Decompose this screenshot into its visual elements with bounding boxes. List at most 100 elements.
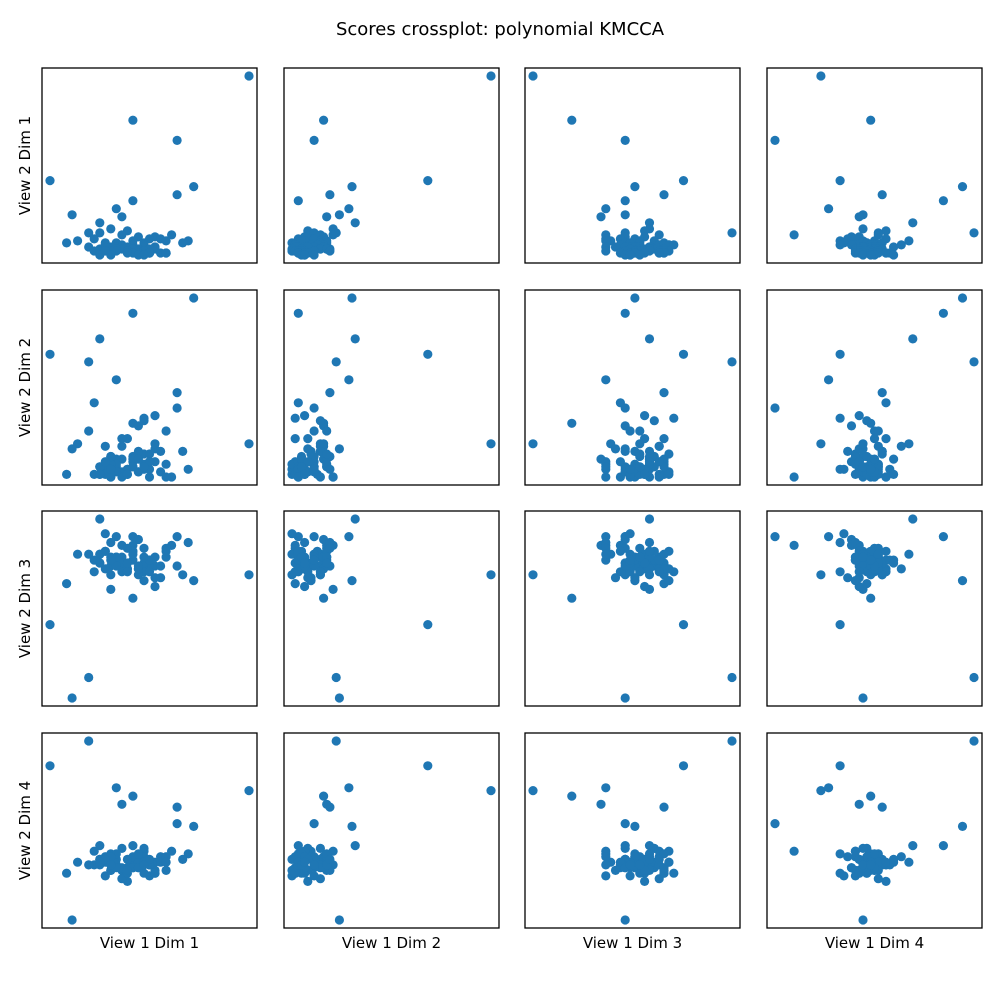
scatter-point [111, 532, 121, 542]
panel-frame [283, 732, 500, 929]
scatter-point [635, 426, 645, 436]
scatter-point [881, 398, 891, 408]
scatter-point [654, 567, 664, 577]
scatter-point [189, 821, 199, 832]
panel-frame [283, 510, 500, 707]
scatter-point [858, 693, 868, 703]
scatter-point [889, 558, 899, 568]
scatter-point [128, 791, 138, 801]
scatter-point [635, 860, 645, 870]
scatter-point [669, 413, 679, 423]
scatter-point [644, 546, 655, 556]
scatter-point [770, 532, 780, 542]
scatter-point [303, 434, 313, 444]
scatter-point [325, 464, 335, 474]
scatter-point [139, 543, 149, 553]
scatter-point [843, 446, 853, 456]
scatter-point [625, 860, 635, 870]
scatter-point [881, 472, 891, 482]
figure-title: Scores crossplot: polynomial KMCCA [336, 19, 665, 40]
scatter-panel [41, 67, 258, 264]
scatter-point [678, 176, 689, 186]
scatter-panel [283, 67, 500, 264]
scatter-point [122, 558, 132, 568]
scatter-point [67, 693, 77, 703]
scatter-point [659, 434, 669, 444]
scatter-point [328, 584, 338, 595]
scatter-point [334, 915, 344, 925]
scatter-panel [524, 732, 741, 929]
x-axis-label: View 1 Dim 2 [342, 934, 441, 952]
scatter-point [150, 581, 160, 592]
scatter-point [625, 529, 635, 539]
scatter-point [835, 849, 845, 859]
scatter-point [835, 761, 845, 771]
scatter-point [183, 464, 193, 474]
panel-frame [283, 289, 500, 486]
scatter-point [635, 439, 645, 449]
y-axis-label: View 2 Dim 2 [16, 338, 34, 437]
scatter-point [938, 532, 949, 542]
scatter-point [189, 576, 199, 586]
scatter-point [908, 218, 918, 228]
scatter-point [183, 537, 193, 548]
panel-frame [41, 67, 258, 264]
scatter-point [89, 234, 99, 244]
scatter-panel [766, 67, 983, 264]
scatter-point [644, 537, 655, 548]
scatter-point [620, 135, 630, 145]
scatter-point [325, 190, 335, 200]
scatter-point [322, 212, 332, 222]
scatter-panel [41, 289, 258, 486]
scatter-point [528, 439, 538, 449]
scatter-point [319, 439, 329, 449]
panel-frame [41, 732, 258, 929]
scatter-point [334, 444, 344, 454]
scatter-point [854, 567, 864, 577]
scatter-point [727, 357, 737, 367]
scatter-panel [283, 510, 500, 707]
panel-frame [524, 289, 741, 486]
scatter-point [139, 552, 149, 562]
scatter-point [625, 426, 635, 436]
scatter-point [635, 552, 645, 562]
panel-frame [41, 510, 258, 707]
scatter-point [635, 250, 645, 260]
scatter-point [172, 388, 182, 398]
scatter-point [344, 375, 354, 385]
scatter-point [854, 212, 864, 222]
scatter-point [315, 843, 325, 854]
scatter-point [95, 841, 105, 851]
scatter-point [869, 454, 880, 464]
scatter-point [178, 446, 188, 456]
scatter-point [727, 228, 737, 238]
scatter-point [139, 413, 149, 423]
scatter-point [106, 860, 116, 870]
scatter-point [835, 240, 845, 250]
scatter-point [528, 71, 538, 81]
scatter-point [938, 841, 949, 851]
scatter-point [669, 868, 679, 878]
scatter-point [938, 196, 949, 206]
scatter-point [854, 799, 864, 809]
scatter-point [866, 464, 876, 474]
scatter-point [649, 416, 659, 426]
scatter-point [128, 115, 138, 125]
scatter-point [620, 308, 630, 318]
scatter-point [106, 250, 116, 260]
scatter-point [290, 434, 300, 444]
scatter-point [95, 250, 105, 260]
scatter-point [144, 567, 155, 577]
scatter-point [858, 439, 868, 449]
scatter-point [309, 871, 319, 881]
scatter-point [727, 672, 737, 683]
scatter-point [296, 462, 307, 472]
scatter-point [835, 176, 845, 186]
scatter-point [84, 228, 94, 238]
scatter-point [84, 860, 94, 870]
scatter-panel [524, 510, 741, 707]
panel-frame [524, 732, 741, 929]
scatter-point [100, 441, 110, 451]
scatter-point [528, 786, 538, 796]
scatter-point [122, 854, 132, 865]
